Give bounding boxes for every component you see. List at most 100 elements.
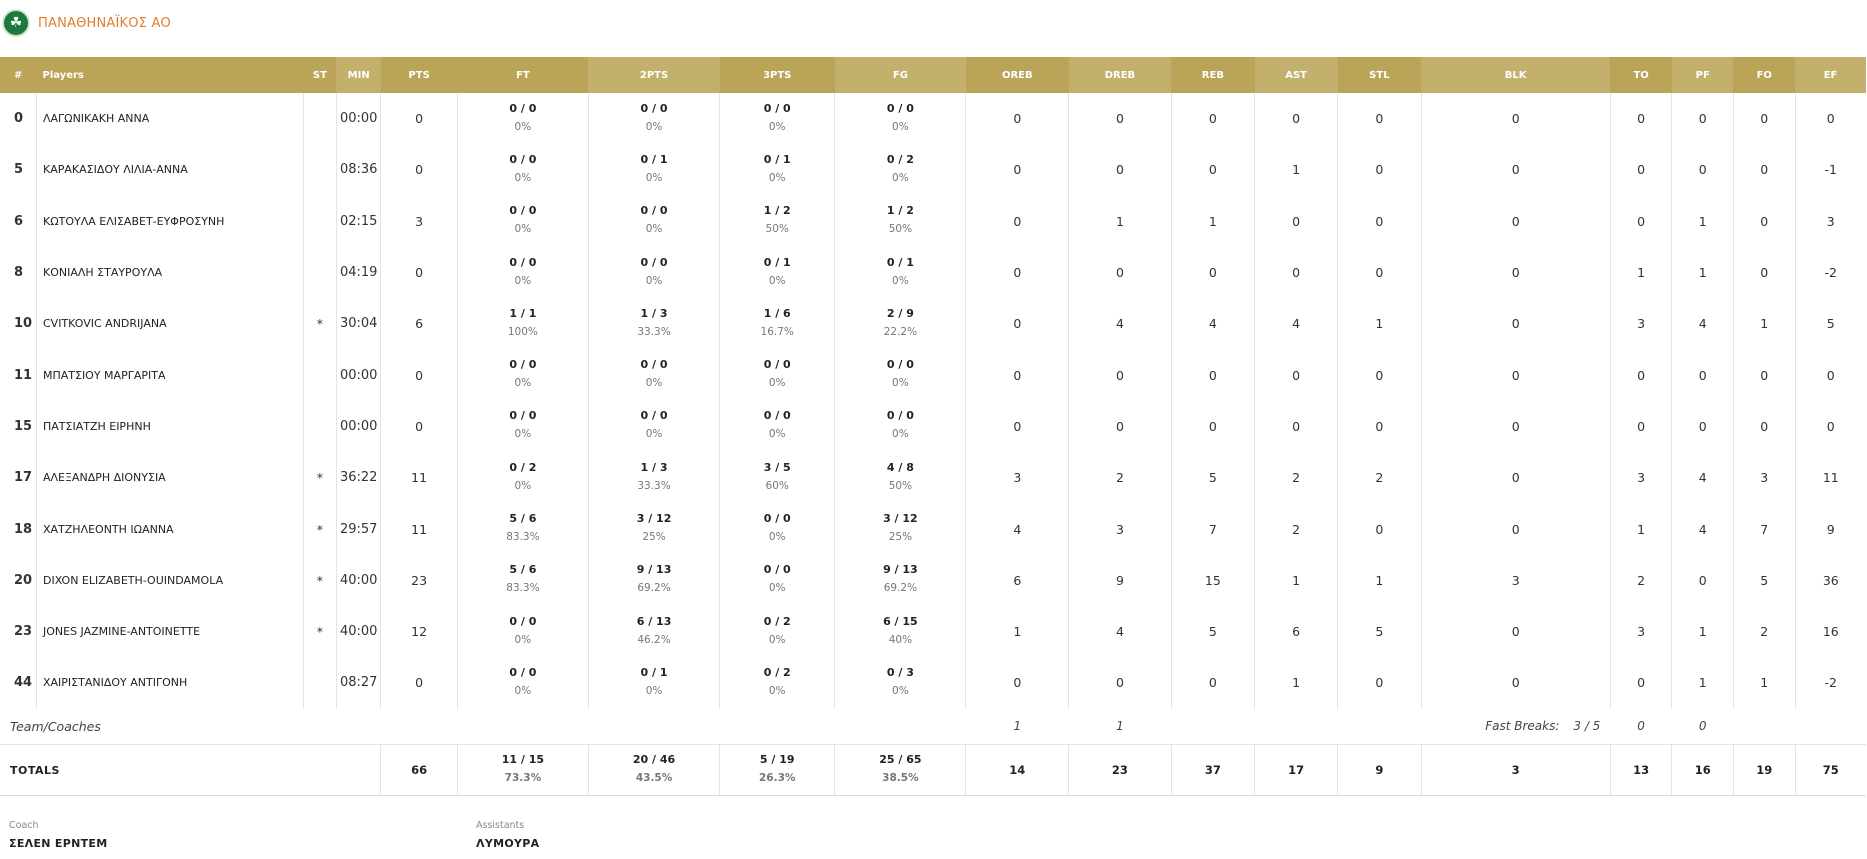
- points: 3: [380, 195, 458, 247]
- column-header-dreb[interactable]: DREB: [1068, 57, 1172, 93]
- totals-stl: 9: [1337, 744, 1421, 797]
- player-name-link[interactable]: DIXON ELIZABETH-OUINDAMOLA: [35, 554, 304, 606]
- ast-value: 6: [1253, 605, 1338, 658]
- stl-value: 0: [1337, 349, 1421, 401]
- totals-fg-cell: 25 / 65 38.5%: [834, 744, 966, 797]
- ft-cell: 5 / 6 83.3%: [456, 554, 589, 606]
- two-pts-made: 0 / 0: [640, 255, 668, 269]
- column-header-min[interactable]: MIN: [336, 57, 381, 93]
- points: 11: [380, 452, 458, 504]
- reb-value: 1: [1170, 195, 1255, 247]
- column-header-reb[interactable]: REB: [1171, 57, 1255, 93]
- team-oreb: 1: [1013, 719, 1022, 734]
- ast-value: 2: [1253, 452, 1338, 504]
- player-name-link[interactable]: ΚΑΡΑΚΑΣΙΔΟΥ ΛΙΛΙΑ-ΑΝΝΑ: [35, 144, 304, 196]
- player-name-link[interactable]: JONES JAZMINE-ANTOINETTE: [35, 605, 304, 658]
- column-header-ast[interactable]: AST: [1254, 57, 1338, 93]
- player-name-link[interactable]: ΑΛΕΞΑΝΔΡΗ ΔΙΟΝΥΣΙΑ: [35, 452, 304, 504]
- ef-value: 11: [1794, 452, 1866, 504]
- column-header-ft[interactable]: FT: [457, 57, 589, 93]
- three-pts-made: 3 / 5: [763, 460, 791, 474]
- three-pts-cell: 0 / 0 0%: [719, 400, 835, 453]
- to-value: 0: [1609, 400, 1672, 453]
- assistants-block: Assistants ΛΥΜΟΥΡΑ: [476, 820, 539, 850]
- to-value: 1: [1609, 503, 1672, 555]
- totals-pf: 16: [1671, 744, 1734, 797]
- fg-cell: 9 / 13 69.2%: [834, 554, 966, 606]
- ef-value: -2: [1794, 657, 1866, 709]
- player-number: 18: [14, 521, 33, 537]
- column-header-pf[interactable]: PF: [1671, 57, 1734, 93]
- fg-made: 9 / 13: [883, 563, 918, 577]
- fg-cell: 3 / 12 25%: [834, 503, 966, 555]
- fg-cell: 1 / 2 50%: [834, 195, 966, 247]
- ft-pct: 83.3%: [506, 531, 540, 544]
- table-row: 18 ΧΑΤΖΗΛΕΟΝΤΗ ΙΩΑΝΝΑ * 29:57 11 5 / 6 83.3% 3 …: [0, 503, 1866, 555]
- to-value: 0: [1609, 195, 1672, 247]
- totals-three-pts-cell: 5 / 19 26.3%: [719, 744, 835, 797]
- fg-pct: 0%: [892, 377, 909, 390]
- stl-value: 0: [1337, 503, 1421, 555]
- player-number: 44: [14, 675, 33, 691]
- fg-made: 3 / 12: [883, 512, 918, 526]
- player-name-link[interactable]: ΧΑΤΖΗΛΕΟΝΤΗ ΙΩΑΝΝΑ: [35, 503, 304, 555]
- blk-value: 0: [1420, 452, 1611, 504]
- player-name-link[interactable]: ΚΩΤΟΥΛΑ ΕΛΙΣΑΒΕΤ-ΕΥΦΡΟΣΥΝΗ: [35, 195, 304, 247]
- totals-blk: 3: [1420, 744, 1611, 797]
- assistants-label: Assistants: [476, 820, 525, 831]
- reb-value: 7: [1170, 503, 1255, 555]
- fo-value: 7: [1732, 503, 1796, 555]
- fg-pct: 0%: [892, 171, 909, 184]
- ef-value: 0: [1794, 93, 1866, 145]
- coach-block: Coach ΣΕΛΕΝ ΕΡΝΤΕΜ: [9, 820, 107, 850]
- player-number: 6: [14, 213, 24, 229]
- totals-to: 13: [1609, 744, 1672, 797]
- three-pts-made: 0 / 1: [763, 255, 791, 269]
- ft-made: 0 / 0: [509, 614, 537, 628]
- column-header-stl[interactable]: STL: [1337, 57, 1421, 93]
- column-header-oreb[interactable]: OREB: [965, 57, 1069, 93]
- three-pts-made: 0 / 2: [763, 665, 791, 679]
- player-name-link[interactable]: ΜΠΑΤΣΙΟΥ ΜΑΡΓΑΡΙΤΑ: [35, 349, 304, 401]
- team-name[interactable]: ΠΑΝΑΘΗΝΑΪΚΟΣ ΑΟ: [38, 15, 171, 31]
- player-name-link[interactable]: ΛΑΓΩΝΙΚΑΚΗ ΑΝΝΑ: [35, 93, 304, 145]
- minutes: 29:57: [335, 503, 381, 555]
- ast-value: 4: [1253, 298, 1338, 350]
- column-header-players[interactable]: Players: [36, 57, 304, 93]
- fg-cell: 4 / 8 50%: [834, 452, 966, 504]
- oreb-value: 0: [965, 400, 1069, 453]
- ef-value: 3: [1794, 195, 1866, 247]
- column-header-[interactable]: #: [0, 57, 37, 93]
- column-header-2pts[interactable]: 2PTS: [588, 57, 720, 93]
- column-header-st[interactable]: ST: [303, 57, 337, 93]
- column-header-pts[interactable]: PTS: [380, 57, 458, 93]
- player-name-link[interactable]: CVITKOVIC ANDRIJANA: [35, 298, 304, 350]
- column-header-blk[interactable]: BLK: [1421, 57, 1611, 93]
- dreb-value: 0: [1068, 144, 1172, 196]
- fg-made: 0 / 0: [886, 409, 914, 423]
- coach-name: ΣΕΛΕΝ ΕΡΝΤΕΜ: [9, 837, 108, 850]
- column-header-fo[interactable]: FO: [1733, 57, 1796, 93]
- player-name-link[interactable]: ΚΟΝΙΑΛΗ ΣΤΑΥΡΟΥΛΑ: [35, 246, 304, 299]
- totals-fg-made: 25 / 65: [879, 753, 922, 767]
- fo-value: 2: [1732, 605, 1796, 658]
- column-header-ef[interactable]: EF: [1795, 57, 1866, 93]
- ast-value: 0: [1253, 400, 1338, 453]
- fg-cell: 0 / 3 0%: [834, 657, 966, 709]
- player-name-link[interactable]: ΧΑΙΡΙΣΤΑΝΙΔΟΥ ΑΝΤΙΓΟΝΗ: [35, 657, 304, 709]
- ft-made: 0 / 0: [509, 409, 537, 423]
- fg-pct: 0%: [892, 274, 909, 287]
- three-pts-cell: 0 / 0 0%: [719, 93, 835, 145]
- pf-value: 1: [1671, 657, 1734, 709]
- reb-value: 15: [1170, 554, 1255, 606]
- two-pts-pct: 46.2%: [637, 633, 671, 646]
- column-header-3pts[interactable]: 3PTS: [719, 57, 835, 93]
- column-header-fg[interactable]: FG: [834, 57, 966, 93]
- three-pts-cell: 0 / 2 0%: [719, 657, 835, 709]
- player-name-link[interactable]: ΠΑΤΣΙΑΤΖΗ ΕΙΡΗΝΗ: [35, 400, 304, 453]
- team-empty-fo: [1733, 709, 1795, 745]
- column-header-to[interactable]: TO: [1610, 57, 1672, 93]
- ft-cell: 0 / 0 0%: [456, 400, 589, 453]
- ef-value: 0: [1794, 400, 1866, 453]
- player-number: 17: [14, 470, 33, 486]
